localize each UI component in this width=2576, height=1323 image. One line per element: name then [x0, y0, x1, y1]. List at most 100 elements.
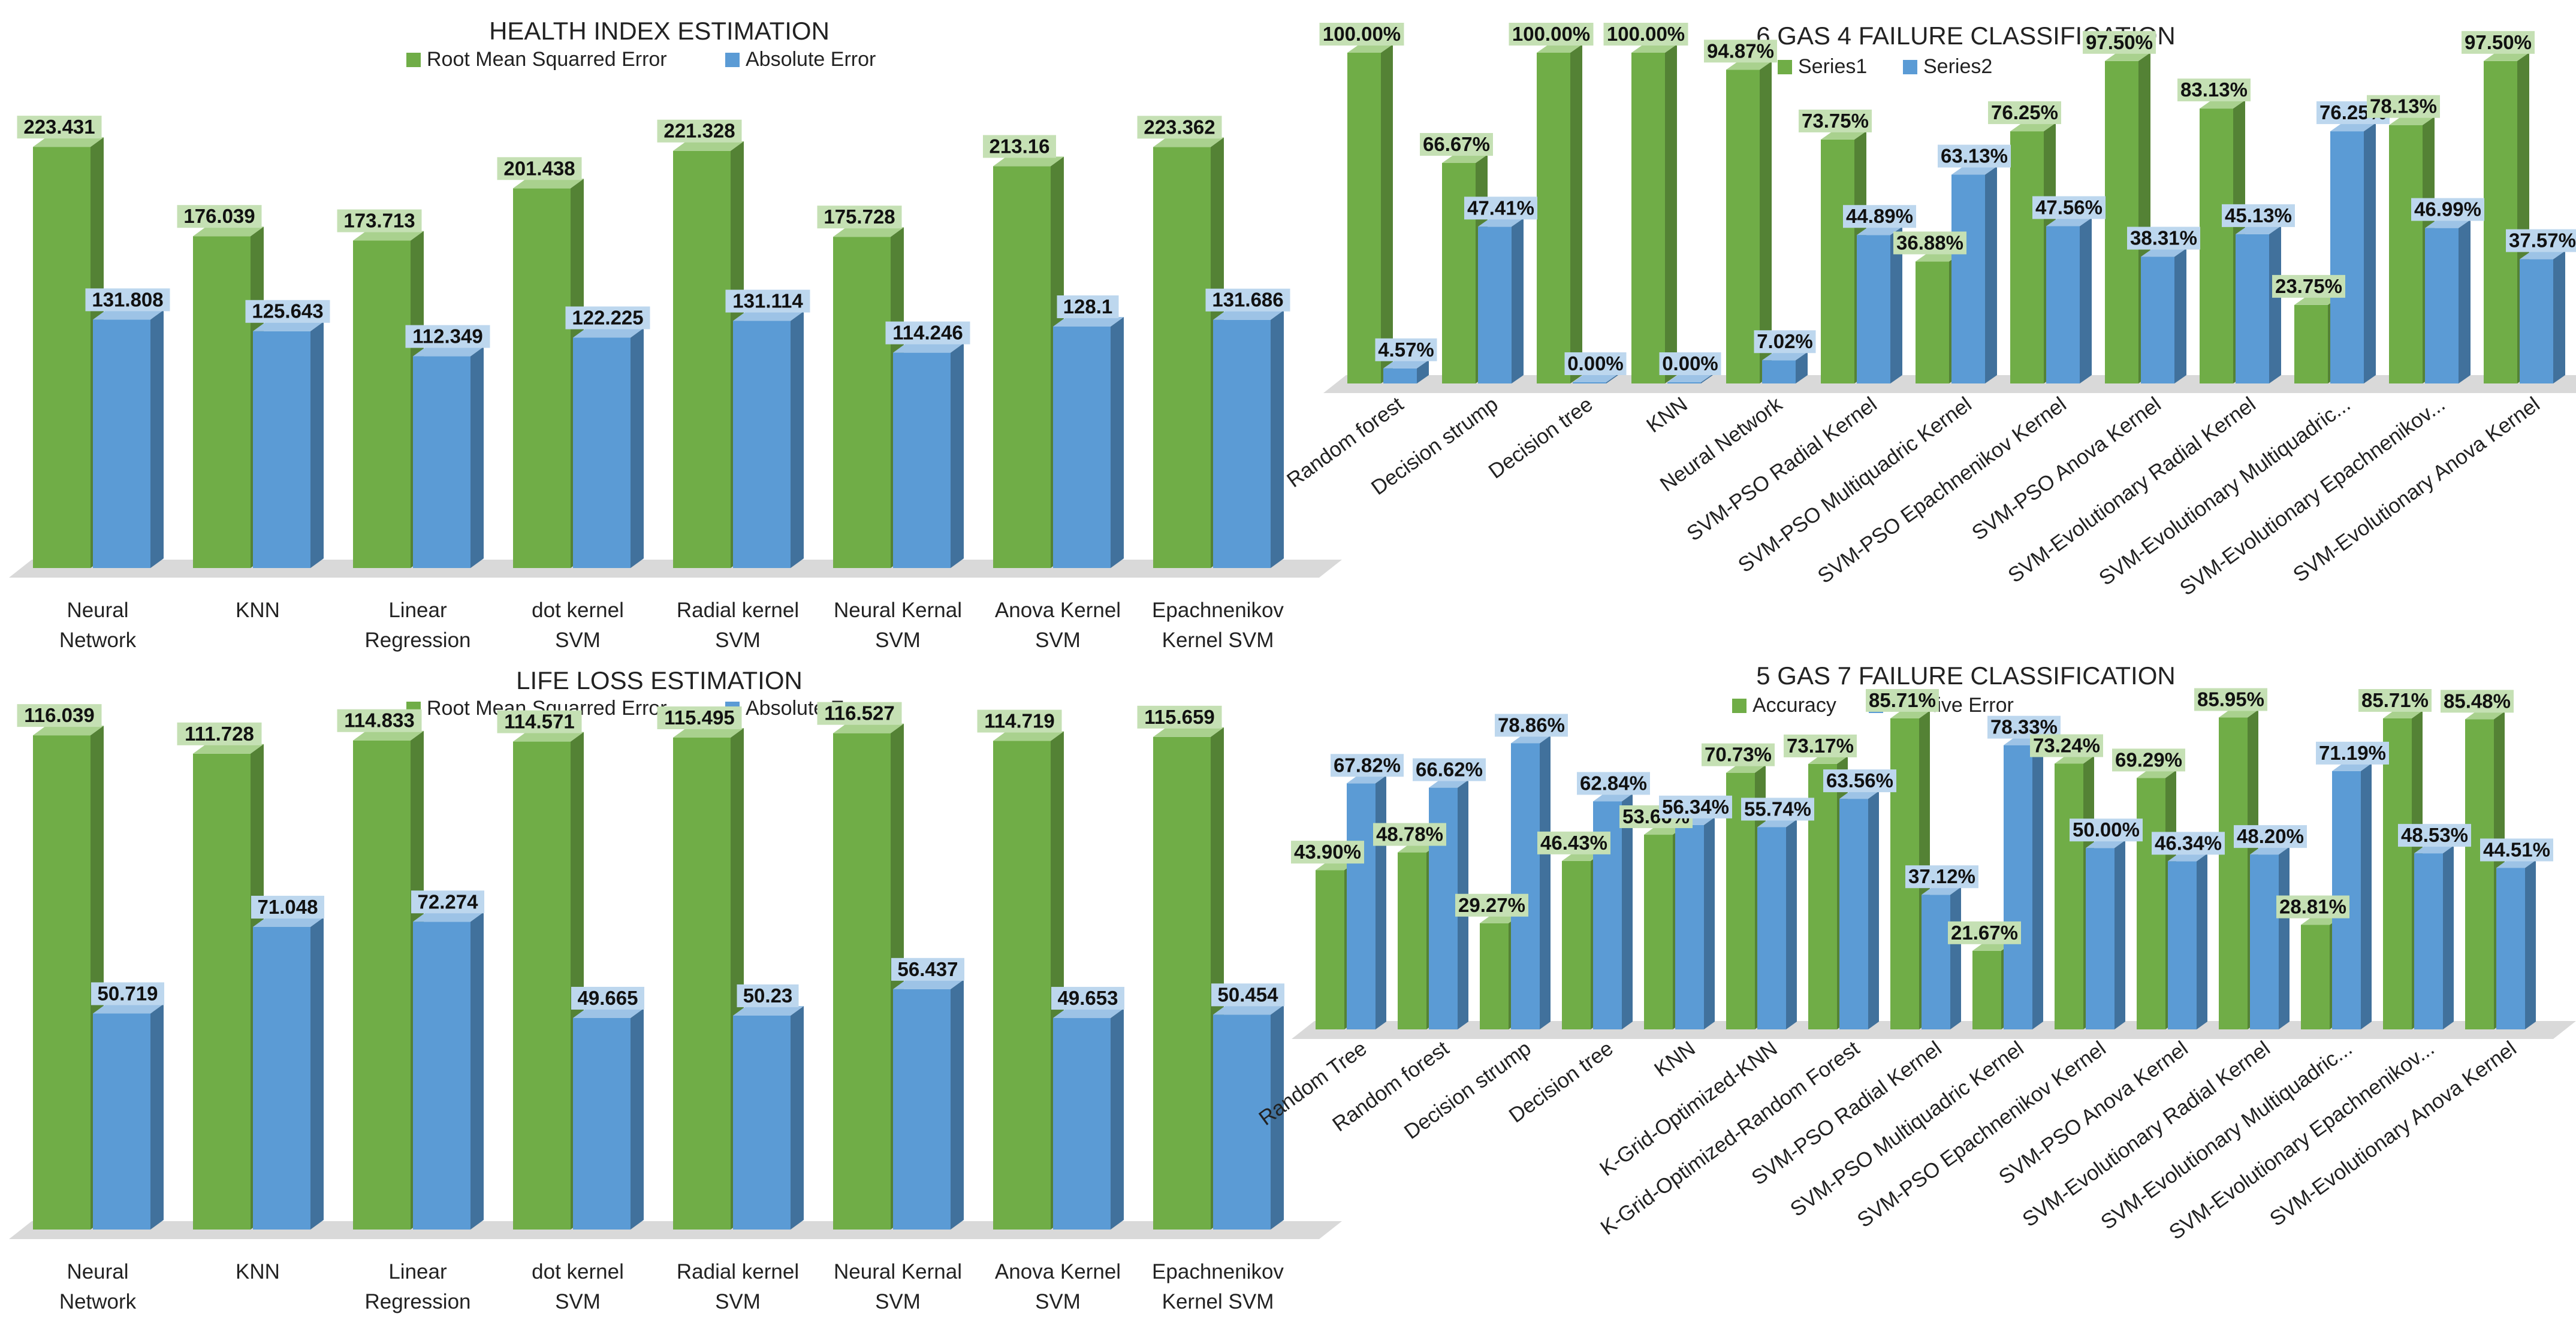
bar [2004, 737, 2043, 1029]
svg-text:213.16: 213.16 [990, 135, 1050, 157]
data-label: 116.527 [817, 702, 902, 725]
category-label: Neural Kernal SVM [834, 1260, 962, 1313]
data-label: 71.048 [251, 895, 324, 919]
svg-text:21.67%: 21.67% [1951, 922, 2018, 944]
category-label: Epachnenikov Kernel SVM [1152, 1260, 1284, 1313]
data-label: 55.74% [1741, 798, 1814, 821]
data-label: 223.431 [17, 116, 102, 139]
bar [1383, 360, 1429, 383]
category-label: Neural Network [59, 1260, 137, 1313]
bar [1573, 374, 1618, 383]
category-label: Linear Regression [364, 1260, 470, 1313]
legend: Series1 Series2 [1778, 55, 1992, 78]
data-label: 37.12% [1905, 865, 1978, 889]
svg-text:4.57%: 4.57% [1378, 339, 1434, 361]
bar [2236, 225, 2281, 383]
data-label: 0.00% [1659, 352, 1721, 375]
category-label: Anova Kernel SVM [995, 599, 1121, 652]
data-label: 131.114 [725, 289, 810, 313]
chart-title: 5 GAS 7 FAILURE CLASSIFICATION [1756, 662, 2175, 690]
data-label: 46.99% [2411, 198, 2484, 221]
gas6-failure-chart: 6 GAS 4 FAILURE CLASSIFICATION Series1 Se… [1283, 22, 2576, 600]
bar [2520, 250, 2565, 383]
category-label: KNN [1650, 1037, 1700, 1082]
svg-text:116.527: 116.527 [824, 702, 894, 724]
category-label: Decision tree [1485, 392, 1597, 484]
data-label: 56.34% [1659, 795, 1732, 818]
data-label: 43.90% [1291, 841, 1364, 864]
legend-label: Root Mean Squarred Error [427, 48, 667, 71]
svg-text:114.833: 114.833 [344, 709, 414, 732]
legend-label: Series2 [1923, 55, 1992, 78]
data-label: 4.57% [1375, 338, 1437, 361]
category-label: Neural Network [59, 599, 137, 652]
svg-text:55.74%: 55.74% [1744, 798, 1811, 820]
svg-text:43.90%: 43.90% [1294, 841, 1361, 863]
data-label: 21.67% [1948, 921, 2021, 944]
svg-text:115.495: 115.495 [664, 706, 734, 729]
category-label: dot kernel SVM [532, 599, 624, 652]
svg-text:36.88%: 36.88% [1896, 231, 1963, 253]
bar [1762, 352, 1808, 383]
svg-text:47.56%: 47.56% [2035, 196, 2103, 218]
svg-text:66.62%: 66.62% [1416, 759, 1483, 781]
legend: Root Mean Squarred Error Absolute Error [406, 48, 876, 71]
data-label: 85.48% [2441, 690, 2514, 713]
bar [2086, 840, 2125, 1029]
data-label: 122.225 [565, 306, 650, 330]
data-label: 28.81% [2276, 895, 2349, 919]
bar [1537, 44, 1582, 383]
bar [1478, 218, 1524, 383]
category-label: Linear Regression [364, 599, 470, 652]
data-label: 45.13% [2222, 204, 2295, 227]
bar [1951, 166, 1997, 383]
svg-text:63.13%: 63.13% [1941, 145, 2008, 167]
svg-text:48.20%: 48.20% [2237, 825, 2304, 847]
legend-label: Accuracy [1752, 694, 1836, 717]
svg-text:78.86%: 78.86% [1498, 714, 1565, 736]
svg-text:122.225: 122.225 [572, 307, 643, 329]
legend-swatch [725, 53, 740, 67]
svg-text:100.00%: 100.00% [1512, 23, 1590, 45]
data-label: 112.349 [405, 325, 490, 348]
bar [1675, 817, 1715, 1029]
data-label: 56.437 [891, 957, 964, 981]
svg-text:56.437: 56.437 [898, 958, 958, 980]
svg-text:50.719: 50.719 [98, 982, 158, 1004]
svg-text:85.71%: 85.71% [2361, 689, 2429, 711]
svg-text:44.89%: 44.89% [1846, 205, 1913, 227]
data-label: 50.454 [1211, 983, 1284, 1007]
data-label: 67.82% [1331, 754, 1404, 777]
bar [93, 1004, 164, 1230]
data-label: 23.75% [2272, 274, 2345, 298]
svg-text:48.53%: 48.53% [2401, 824, 2468, 846]
bar [1839, 791, 1879, 1029]
svg-text:48.78%: 48.78% [1376, 823, 1443, 845]
bar [1153, 727, 1224, 1230]
svg-text:73.24%: 73.24% [2033, 734, 2100, 756]
svg-text:85.95%: 85.95% [2197, 688, 2264, 711]
bar [1757, 819, 1797, 1029]
svg-text:71.19%: 71.19% [2319, 742, 2386, 764]
bar [573, 1008, 644, 1230]
data-label: 85.71% [2358, 688, 2432, 712]
svg-text:131.808: 131.808 [92, 288, 163, 310]
data-label: 85.95% [2194, 688, 2267, 711]
svg-text:131.686: 131.686 [1212, 289, 1283, 311]
bar [893, 979, 964, 1230]
data-label: 100.00% [1509, 23, 1594, 46]
bar [2330, 123, 2376, 383]
legend-swatch [406, 53, 421, 67]
bar [1631, 44, 1677, 383]
data-label: 47.41% [1464, 197, 1537, 220]
chart-title: HEALTH INDEX ESTIMATION [489, 17, 829, 45]
svg-text:83.13%: 83.13% [2180, 78, 2248, 101]
svg-text:223.362: 223.362 [1144, 116, 1215, 138]
data-label: 85.71% [1866, 688, 1939, 712]
data-label: 46.34% [2152, 832, 2225, 855]
data-label: 128.1 [1057, 295, 1119, 319]
bar [2200, 100, 2245, 383]
category-label: SVM-PSO Anova Kernel [1968, 392, 2165, 545]
svg-text:50.00%: 50.00% [2073, 818, 2140, 841]
